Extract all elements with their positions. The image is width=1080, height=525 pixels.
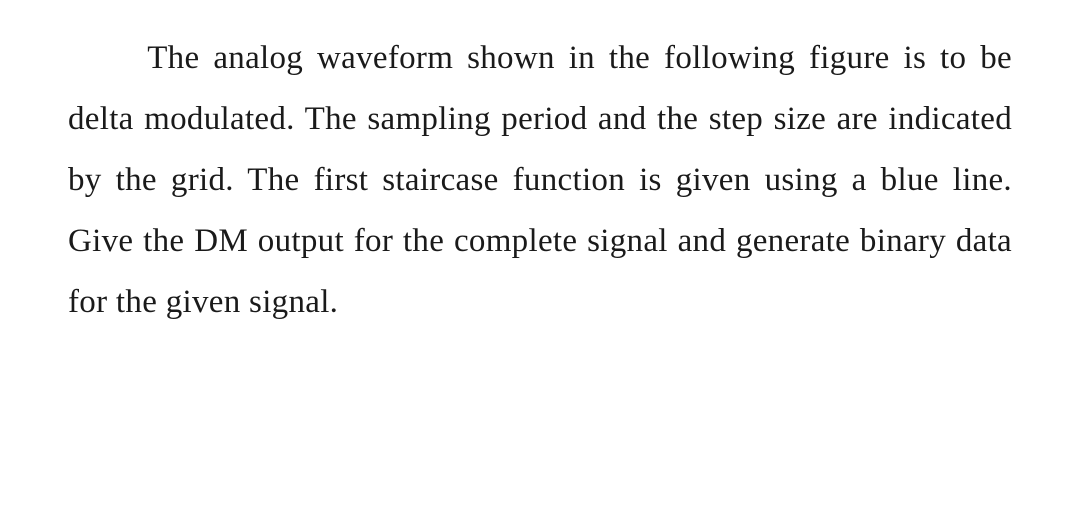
body-paragraph: The analog waveform shown in the followi… (68, 28, 1012, 333)
